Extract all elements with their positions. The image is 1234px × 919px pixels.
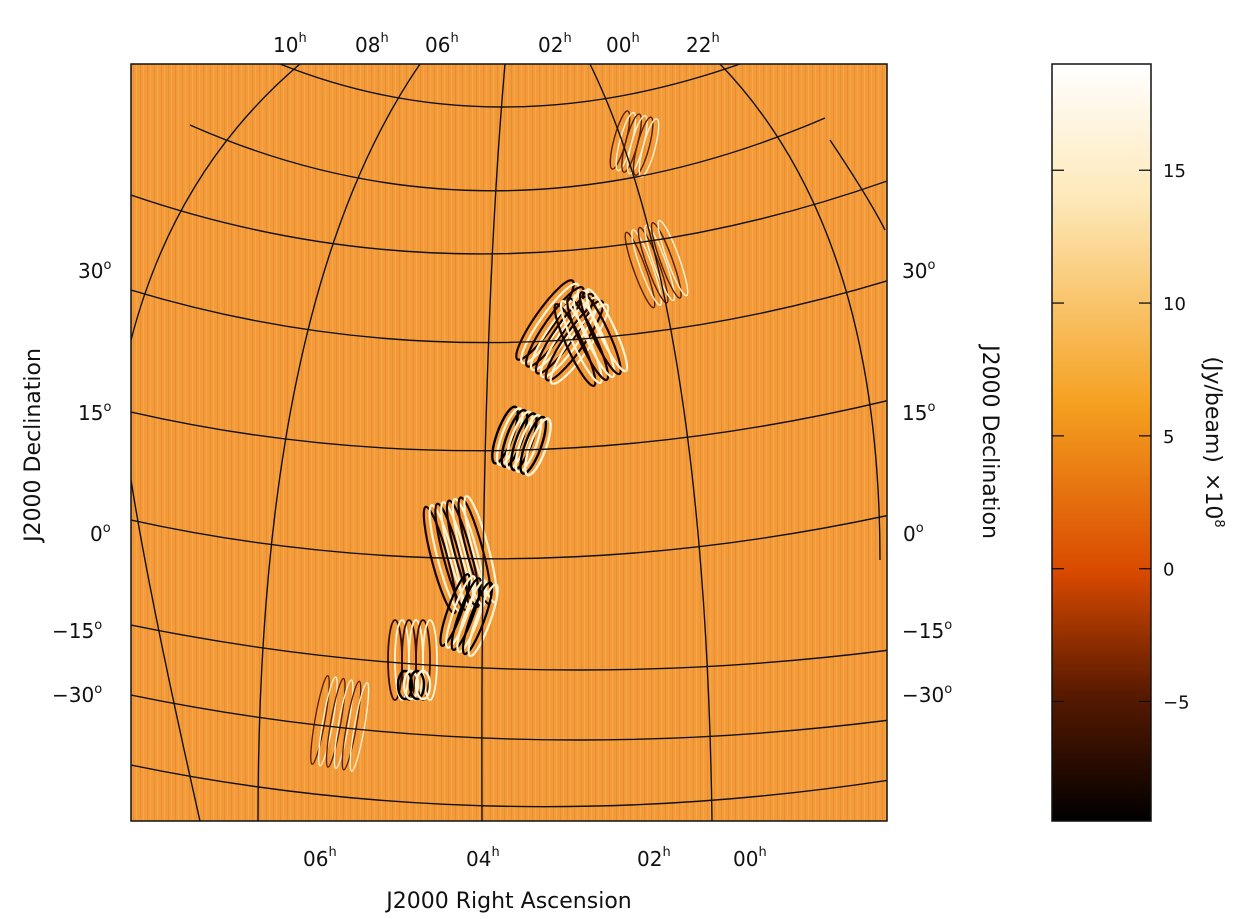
colorbar-tick-label: 5 (1163, 427, 1174, 448)
ra-tick-label: 00h (606, 31, 640, 57)
ra-tick-label: 04h (466, 845, 500, 871)
dec-tick-label: −30o (902, 682, 952, 707)
fringe-arc (402, 669, 420, 701)
fringe-arc (467, 583, 499, 658)
fringe-arc (638, 118, 660, 178)
fringe-arc (414, 669, 432, 701)
dec-grid-line (131, 764, 887, 808)
ra-tick-label: 00h (733, 845, 767, 871)
fringe-arc (520, 282, 580, 365)
left-dec-tick-labels: 30o 15o 0o −15o −30o (52, 258, 111, 707)
image-panel (130, 63, 888, 822)
dec-tick-label: −15o (902, 618, 952, 643)
colorbar-tick-label: 10 (1163, 294, 1186, 315)
dec-grid-line (279, 64, 741, 108)
fringe-arc (456, 579, 488, 654)
dec-grid-line (131, 624, 887, 671)
dec-grid-line (131, 694, 887, 741)
fringe-arc (644, 224, 676, 302)
right-dec-tick-labels: 30o 15o 0o −15o −30o (902, 258, 952, 707)
fringe-arc (333, 679, 354, 770)
ra-grid-line (131, 479, 201, 821)
fringe-arc (396, 669, 414, 701)
ra-tick-label: 02h (538, 31, 572, 57)
fringe-arc (624, 231, 656, 309)
fringe-arc (514, 414, 543, 474)
dec-tick-label: 0o (903, 521, 924, 546)
fringe-arc (631, 229, 663, 306)
ra-tick-label: 02h (637, 845, 671, 871)
dec-tick-label: −30o (52, 682, 102, 707)
ra-tick-label: 22h (686, 31, 720, 57)
fringe-arc (325, 677, 346, 768)
fringe-arc (650, 222, 682, 299)
dec-tick-label: 30o (902, 258, 935, 283)
image-frame (130, 63, 888, 822)
colorbar-tick-label: −5 (1163, 692, 1190, 713)
ra-grid-line (131, 64, 301, 341)
ra-grid-line (719, 64, 881, 561)
fringe-arc (461, 581, 494, 656)
y-axis-title-left: J2000 Declination (21, 348, 46, 544)
fringe-arc (444, 575, 477, 649)
colorbar-label: (Jy/beam)×108 (1200, 356, 1226, 527)
dec-grid-line (189, 117, 826, 192)
fringe-arc (317, 676, 338, 767)
fringe-arc (553, 302, 597, 388)
ra-grid-line (481, 64, 506, 821)
fringe-arc (341, 680, 362, 771)
fringe-arc (450, 577, 482, 651)
fringe-arc (566, 297, 610, 382)
ra-grid-line (829, 139, 886, 231)
ra-tick-label: 08h (355, 31, 389, 57)
fringe-arc (585, 288, 629, 373)
ra-tick-label: 10h (273, 31, 307, 57)
fringe-arc (657, 219, 689, 297)
colorbar-ticks: 15 10 5 0 −5 (1052, 161, 1190, 713)
fringe-arc (632, 116, 654, 176)
fringe-arc (349, 681, 370, 772)
ra-tick-label: 06h (425, 31, 459, 57)
ra-grid-line (257, 64, 421, 821)
fringe-arc (445, 499, 481, 609)
ra-grid-line (589, 64, 713, 821)
fringe-arc (572, 294, 616, 379)
coordinate-grid (131, 64, 887, 821)
fringe-arc (439, 573, 471, 647)
dec-tick-label: 30o (78, 258, 111, 283)
dec-tick-label: 0o (90, 521, 111, 546)
fringe-arc (440, 501, 475, 610)
colorbar: 15 10 5 0 −5 (Jy/beam)×108 (1051, 63, 1226, 822)
dec-grid-line (131, 280, 887, 344)
ra-tick-label: 06h (303, 845, 337, 871)
fringe-arc (519, 415, 548, 475)
colorbar-tick-label: 15 (1163, 161, 1186, 182)
x-axis-title: J2000 Right Ascension (384, 889, 631, 914)
fringe-arc (525, 286, 585, 368)
top-ra-tick-labels: 10h 08h 06h 02h 00h 22h (273, 31, 720, 57)
fringe-arc (310, 675, 330, 765)
dec-grid-line (131, 514, 887, 560)
fringe-arc (408, 669, 426, 701)
dec-tick-label: −15o (52, 618, 102, 643)
fringe-arc (637, 226, 669, 304)
colorbar-tick-label: 0 (1163, 560, 1174, 581)
dec-grid-line (131, 399, 887, 452)
dec-tick-label: 15o (78, 400, 111, 425)
colorbar-gradient (1051, 63, 1152, 822)
dec-grid-line (131, 180, 887, 255)
fringe-arc (578, 291, 622, 376)
y-axis-title-right: J2000 Declination (977, 343, 1002, 539)
dec-tick-label: 15o (902, 400, 935, 425)
fringe-arc (422, 619, 438, 701)
source-structures (310, 110, 689, 772)
fringe-arc (515, 279, 575, 361)
bottom-ra-tick-labels: 06h 04h 02h 00h (303, 845, 767, 871)
